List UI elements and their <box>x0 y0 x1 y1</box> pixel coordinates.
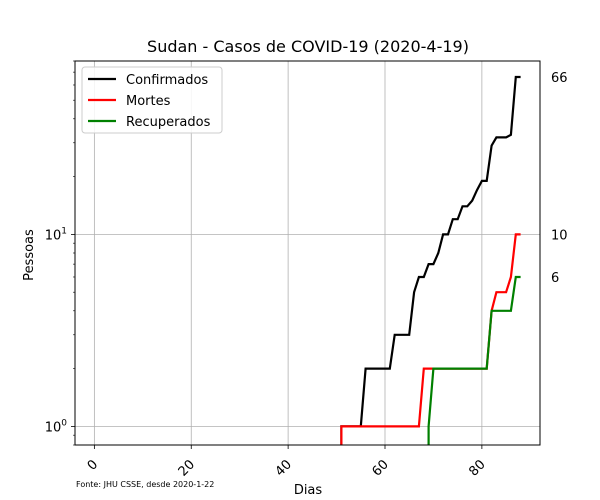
legend: Confirmados Mortes Recuperados <box>81 66 223 134</box>
series-line-confirmados <box>340 75 521 445</box>
y-tick-label: 100 <box>45 418 68 435</box>
series-line-recuperados <box>427 275 521 445</box>
series-layer <box>340 75 521 445</box>
x-axis: 0 20 40 60 80 <box>85 445 489 480</box>
x-axis-title: Dias <box>294 483 323 498</box>
legend-label: Confirmados <box>126 73 208 88</box>
x-tick-label: 40 <box>273 457 295 479</box>
legend-label: Recuperados <box>126 115 211 130</box>
y-axis: 100 101 <box>45 60 75 446</box>
end-label: 10 <box>551 228 568 243</box>
legend-box <box>81 66 223 134</box>
x-tick-label: 0 <box>85 457 101 473</box>
y-tick-label: 101 <box>45 226 67 243</box>
x-tick-label: 60 <box>370 457 392 479</box>
x-tick-label: 80 <box>466 457 488 479</box>
source-note: Fonte: JHU CSSE, desde 2020-1-22 <box>76 480 214 489</box>
end-label: 6 <box>551 271 559 286</box>
end-label: 66 <box>551 71 568 86</box>
chart-title: Sudan - Casos de COVID-19 (2020-4-19) <box>147 37 469 56</box>
series-line-mortes <box>340 233 521 445</box>
x-tick-label: 20 <box>176 457 198 479</box>
end-labels: 66 10 6 <box>551 71 568 286</box>
y-axis-title: Pessoas <box>22 229 37 281</box>
legend-label: Mortes <box>126 94 171 109</box>
